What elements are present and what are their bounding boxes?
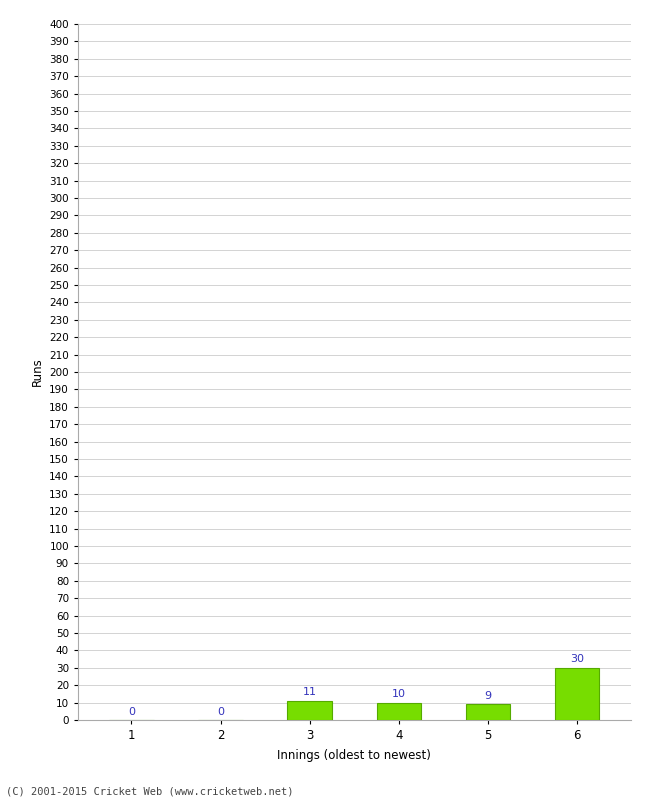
Text: (C) 2001-2015 Cricket Web (www.cricketweb.net): (C) 2001-2015 Cricket Web (www.cricketwe… — [6, 786, 294, 796]
Bar — [376, 702, 421, 720]
Text: 0: 0 — [128, 707, 135, 718]
Text: 9: 9 — [484, 691, 491, 701]
Text: 30: 30 — [570, 654, 584, 664]
Text: 0: 0 — [217, 707, 224, 718]
Bar — [465, 704, 510, 720]
Text: 10: 10 — [392, 689, 406, 699]
Bar — [287, 701, 332, 720]
X-axis label: Innings (oldest to newest): Innings (oldest to newest) — [278, 749, 431, 762]
Text: 11: 11 — [303, 687, 317, 698]
Y-axis label: Runs: Runs — [31, 358, 44, 386]
Bar — [554, 668, 599, 720]
